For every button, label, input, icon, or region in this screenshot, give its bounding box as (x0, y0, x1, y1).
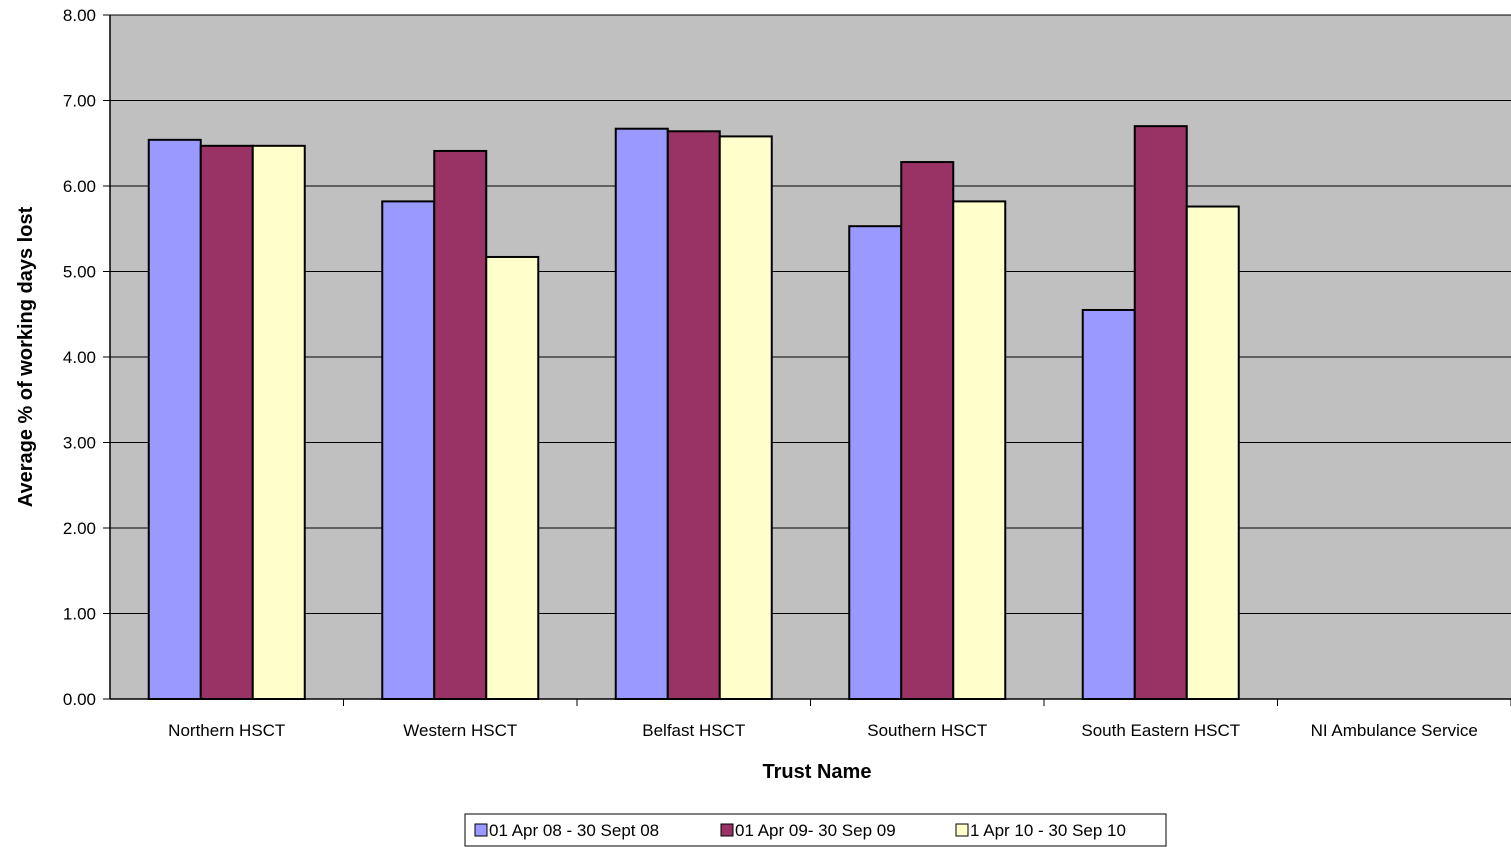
bar (900, 161, 955, 700)
x-tick-label: Belfast HSCT (642, 721, 745, 740)
y-tick-label: 7.00 (63, 92, 96, 111)
legend-label: 01 Apr 08 - 30 Sept 08 (489, 821, 659, 840)
legend-swatch (474, 823, 488, 837)
x-tick-label: NI Ambulance Service (1311, 721, 1478, 740)
bar (251, 144, 306, 700)
bar (433, 149, 488, 700)
bars (147, 125, 1240, 701)
legend-swatch (955, 823, 969, 837)
bar (147, 138, 202, 700)
bar (485, 255, 540, 700)
legend-box (464, 813, 1167, 847)
x-axis-ticks: Northern HSCT Western HSCT Belfast HSCT Sou… (168, 699, 1511, 740)
y-tick-label: 6.00 (63, 177, 96, 196)
grid-lines (110, 14, 1511, 614)
y-tick-label: 1.00 (63, 605, 96, 624)
y-tick-label: 5.00 (63, 263, 96, 282)
bar (614, 127, 669, 700)
y-tick-label: 8.00 (63, 6, 96, 25)
bar (199, 144, 254, 700)
x-tick-label: Southern HSCT (867, 721, 987, 740)
bar (1133, 125, 1188, 700)
bar (848, 225, 903, 700)
bar (1185, 205, 1240, 701)
x-tick-label: Northern HSCT (168, 721, 285, 740)
legend-label: 1 Apr 10 - 30 Sep 10 (970, 821, 1126, 840)
x-axis-title: Trust Name (763, 761, 872, 783)
bar (666, 130, 721, 700)
y-tick-label: 3.00 (63, 434, 96, 453)
y-tick-label: 2.00 (63, 519, 96, 538)
bar (381, 200, 436, 700)
y-tick-label: 0.00 (63, 690, 96, 709)
legend: 01 Apr 08 - 30 Sept 08 01 Apr 09- 30 Sep … (464, 813, 1167, 847)
bar (1081, 308, 1136, 700)
legend-swatch (720, 823, 734, 837)
legend-label: 01 Apr 09- 30 Sep 09 (735, 821, 896, 840)
y-axis-title: Average % of working days lost (15, 206, 37, 507)
y-tick-label: 4.00 (63, 348, 96, 367)
y-axis-ticks: 0.00 1.00 2.00 3.00 4.00 5.00 6.00 7.00 8.00 (63, 6, 110, 709)
bar (952, 200, 1007, 700)
bar (718, 135, 773, 701)
x-tick-label: Western HSCT (403, 721, 517, 740)
x-tick-label: South Eastern HSCT (1081, 721, 1240, 740)
